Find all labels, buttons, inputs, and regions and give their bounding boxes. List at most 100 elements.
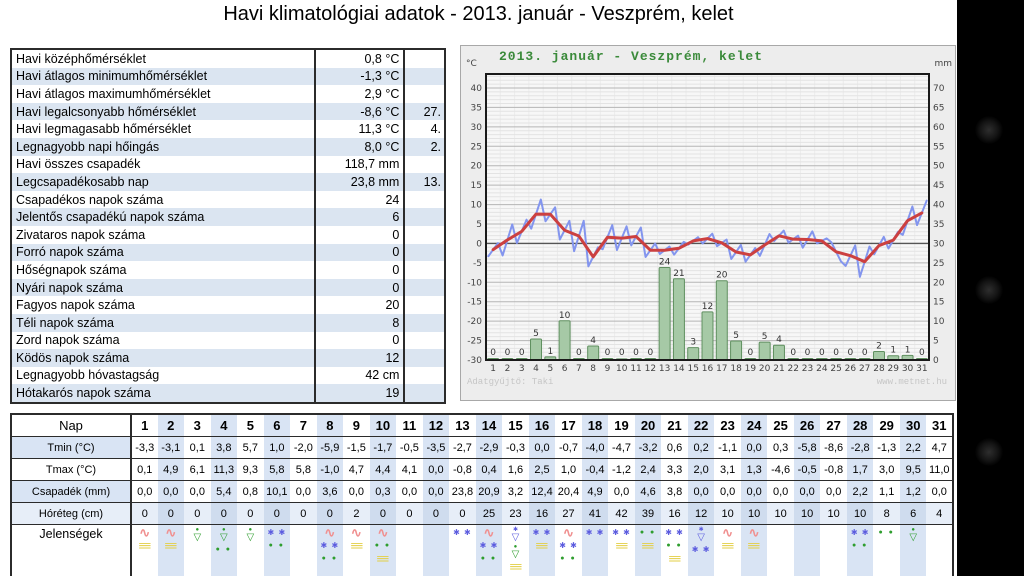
tmin-cell: -3,1 xyxy=(157,436,185,459)
snowdepth-cell: 0 xyxy=(131,502,158,525)
precip-bar xyxy=(530,338,543,361)
axis-tick-label: 24 xyxy=(816,364,828,374)
snowdepth-cell: 0 xyxy=(449,502,476,525)
tmin-cell: 1,0 xyxy=(263,436,291,459)
precip-cell: 0,0 xyxy=(189,485,205,498)
axis-tick-label: 0 xyxy=(933,356,939,366)
precip-cell: 4,9 xyxy=(581,480,609,503)
summary-label: Zord napok száma xyxy=(16,333,120,348)
axis-tick-label: 20 xyxy=(759,364,771,374)
summary-value: 2,9 °C xyxy=(313,85,405,103)
summary-value: 118,7 mm xyxy=(313,155,405,174)
axis-tick-label: 18 xyxy=(730,364,742,374)
summary-row: Zivataros napok száma 0 xyxy=(11,225,445,244)
tmin-cell: -0,3 xyxy=(505,441,525,454)
precip-bar xyxy=(872,350,885,361)
snowdepth-cell: 25 xyxy=(475,502,503,525)
axis-tick-label: 5 xyxy=(476,220,482,230)
fog-icon: ≡ xyxy=(641,538,655,553)
summary-label: Havi összes csapadék xyxy=(16,157,141,172)
day-header: 15 xyxy=(508,418,523,433)
summary-row: Legcsapadékosabb nap 23,8 mm 13. xyxy=(11,173,445,191)
summary-label: Jelentős csapadékú napok száma xyxy=(16,210,205,225)
summary-date xyxy=(403,366,445,385)
day-header: 3 xyxy=(193,418,201,433)
axis-tick-label: 65 xyxy=(933,103,944,113)
tmin-cell: 5,7 xyxy=(242,441,258,454)
precip-bar-label: 1 xyxy=(890,346,896,356)
phenomena-cell: ✱ ✱ ● ● xyxy=(846,524,874,576)
snow-icon: ✱ ✱ xyxy=(267,528,287,537)
precip-bar-label: 0 xyxy=(519,348,525,358)
day-header: 28 xyxy=(846,414,874,437)
day-header: 17 xyxy=(561,418,576,433)
summary-row: Havi átlagos minimumhőmérséklet -1,3 °C xyxy=(11,67,445,86)
tmin-cell: -5,9 xyxy=(316,436,344,459)
axis-tick-label: 2 xyxy=(505,364,511,374)
row-label: Tmax (°C) xyxy=(11,458,132,481)
axis-tick-label: 25 xyxy=(830,364,841,374)
axis-tick-label: 13 xyxy=(659,364,670,374)
snowdepth-cell: 12 xyxy=(687,502,715,525)
snowdepth-cell: 0 xyxy=(184,502,211,525)
axis-tick-label: 60 xyxy=(933,123,945,133)
day-header: 20 xyxy=(634,414,662,437)
summary-row: Fagyos napok száma 20 xyxy=(11,296,445,314)
phenomena-cell: ∿ ≡ xyxy=(131,525,158,576)
snowdepth-cell: 23 xyxy=(502,502,529,525)
tmax-cell: 1,0 xyxy=(560,463,577,476)
precip-bar-label: 0 xyxy=(647,348,653,358)
tmin-cell: 0,2 xyxy=(687,436,715,459)
axis-tick-label: 0 xyxy=(476,239,482,249)
tmin-cell: 0,3 xyxy=(772,441,789,454)
rain-shower-icon: ● ▽ xyxy=(246,527,255,543)
summary-label: Hőségnapok száma xyxy=(16,262,127,277)
axis-tick-label: -15 xyxy=(467,298,482,308)
summary-row: Legnagyobb hóvastagság 42 cm xyxy=(11,366,445,385)
tmin-cell: 0,6 xyxy=(666,441,683,454)
axis-tick-label: 10 xyxy=(616,364,628,374)
axis-tick-label: 8 xyxy=(590,364,596,374)
precip-bar xyxy=(715,280,728,361)
day-header: 8 xyxy=(316,414,344,437)
summary-date xyxy=(403,331,445,350)
precip-bar xyxy=(658,267,671,361)
precip-bar-label: 12 xyxy=(702,302,713,312)
phenomena-cell: ✱ ✱ ● ● ≡ xyxy=(661,525,688,576)
snow-icon: ✱ ✱ xyxy=(532,528,552,537)
precip-bar-label: 0 xyxy=(848,348,854,358)
snowdepth-cell: 41 xyxy=(581,502,609,525)
phenomena-cell: ● ● xyxy=(873,525,900,576)
axis-tick-label: 40 xyxy=(933,201,945,211)
phenomena-cell: ✱ ✱ ≡ xyxy=(608,525,635,576)
phenomena-cell: ● ▽ ● ● xyxy=(210,524,238,576)
phenomena-cell xyxy=(926,525,953,576)
fog-icon: ≡ xyxy=(376,551,390,566)
right-axis-unit: mm xyxy=(934,59,952,69)
precip-bar-label: 4 xyxy=(776,335,782,345)
precip-bar xyxy=(687,347,700,361)
snow-icon: ✱ ✱ xyxy=(320,541,340,550)
tmin-cell: -0,7 xyxy=(559,441,578,454)
tmin-cell: -0,5 xyxy=(399,441,419,454)
tmax-cell: 2,4 xyxy=(634,458,662,481)
axis-tick-label: -20 xyxy=(467,317,482,327)
snow-icon: ✱ ✱ xyxy=(665,528,684,537)
precip-cell: 0,0 xyxy=(295,485,311,498)
axis-tick-label: 11 xyxy=(630,364,641,374)
summary-value: 0 xyxy=(313,261,405,279)
precip-cell: 3,2 xyxy=(507,485,524,498)
rain-shower-icon: ● ▽ xyxy=(219,527,228,543)
rain-icon: ● ● xyxy=(878,529,895,536)
fog-icon: ≡ xyxy=(508,559,523,574)
precip-bar-label: 0 xyxy=(833,348,839,358)
precip-bar-label: 0 xyxy=(619,348,625,358)
snowdepth-cell: 0 xyxy=(396,502,423,525)
fog-icon: ≡ xyxy=(614,538,629,553)
day-header: 14 xyxy=(475,414,503,437)
table-row: Hóréteg (cm) 0 0 0 0 0 0 0 0 2 0 0 0 0 25 23 16 27 41 42 39 1… xyxy=(11,502,953,525)
precip-bar-label: 21 xyxy=(673,269,684,279)
summary-label: Havi átlagos minimumhőmérséklet xyxy=(16,69,208,84)
summary-row: Nyári napok száma 0 xyxy=(11,278,445,297)
